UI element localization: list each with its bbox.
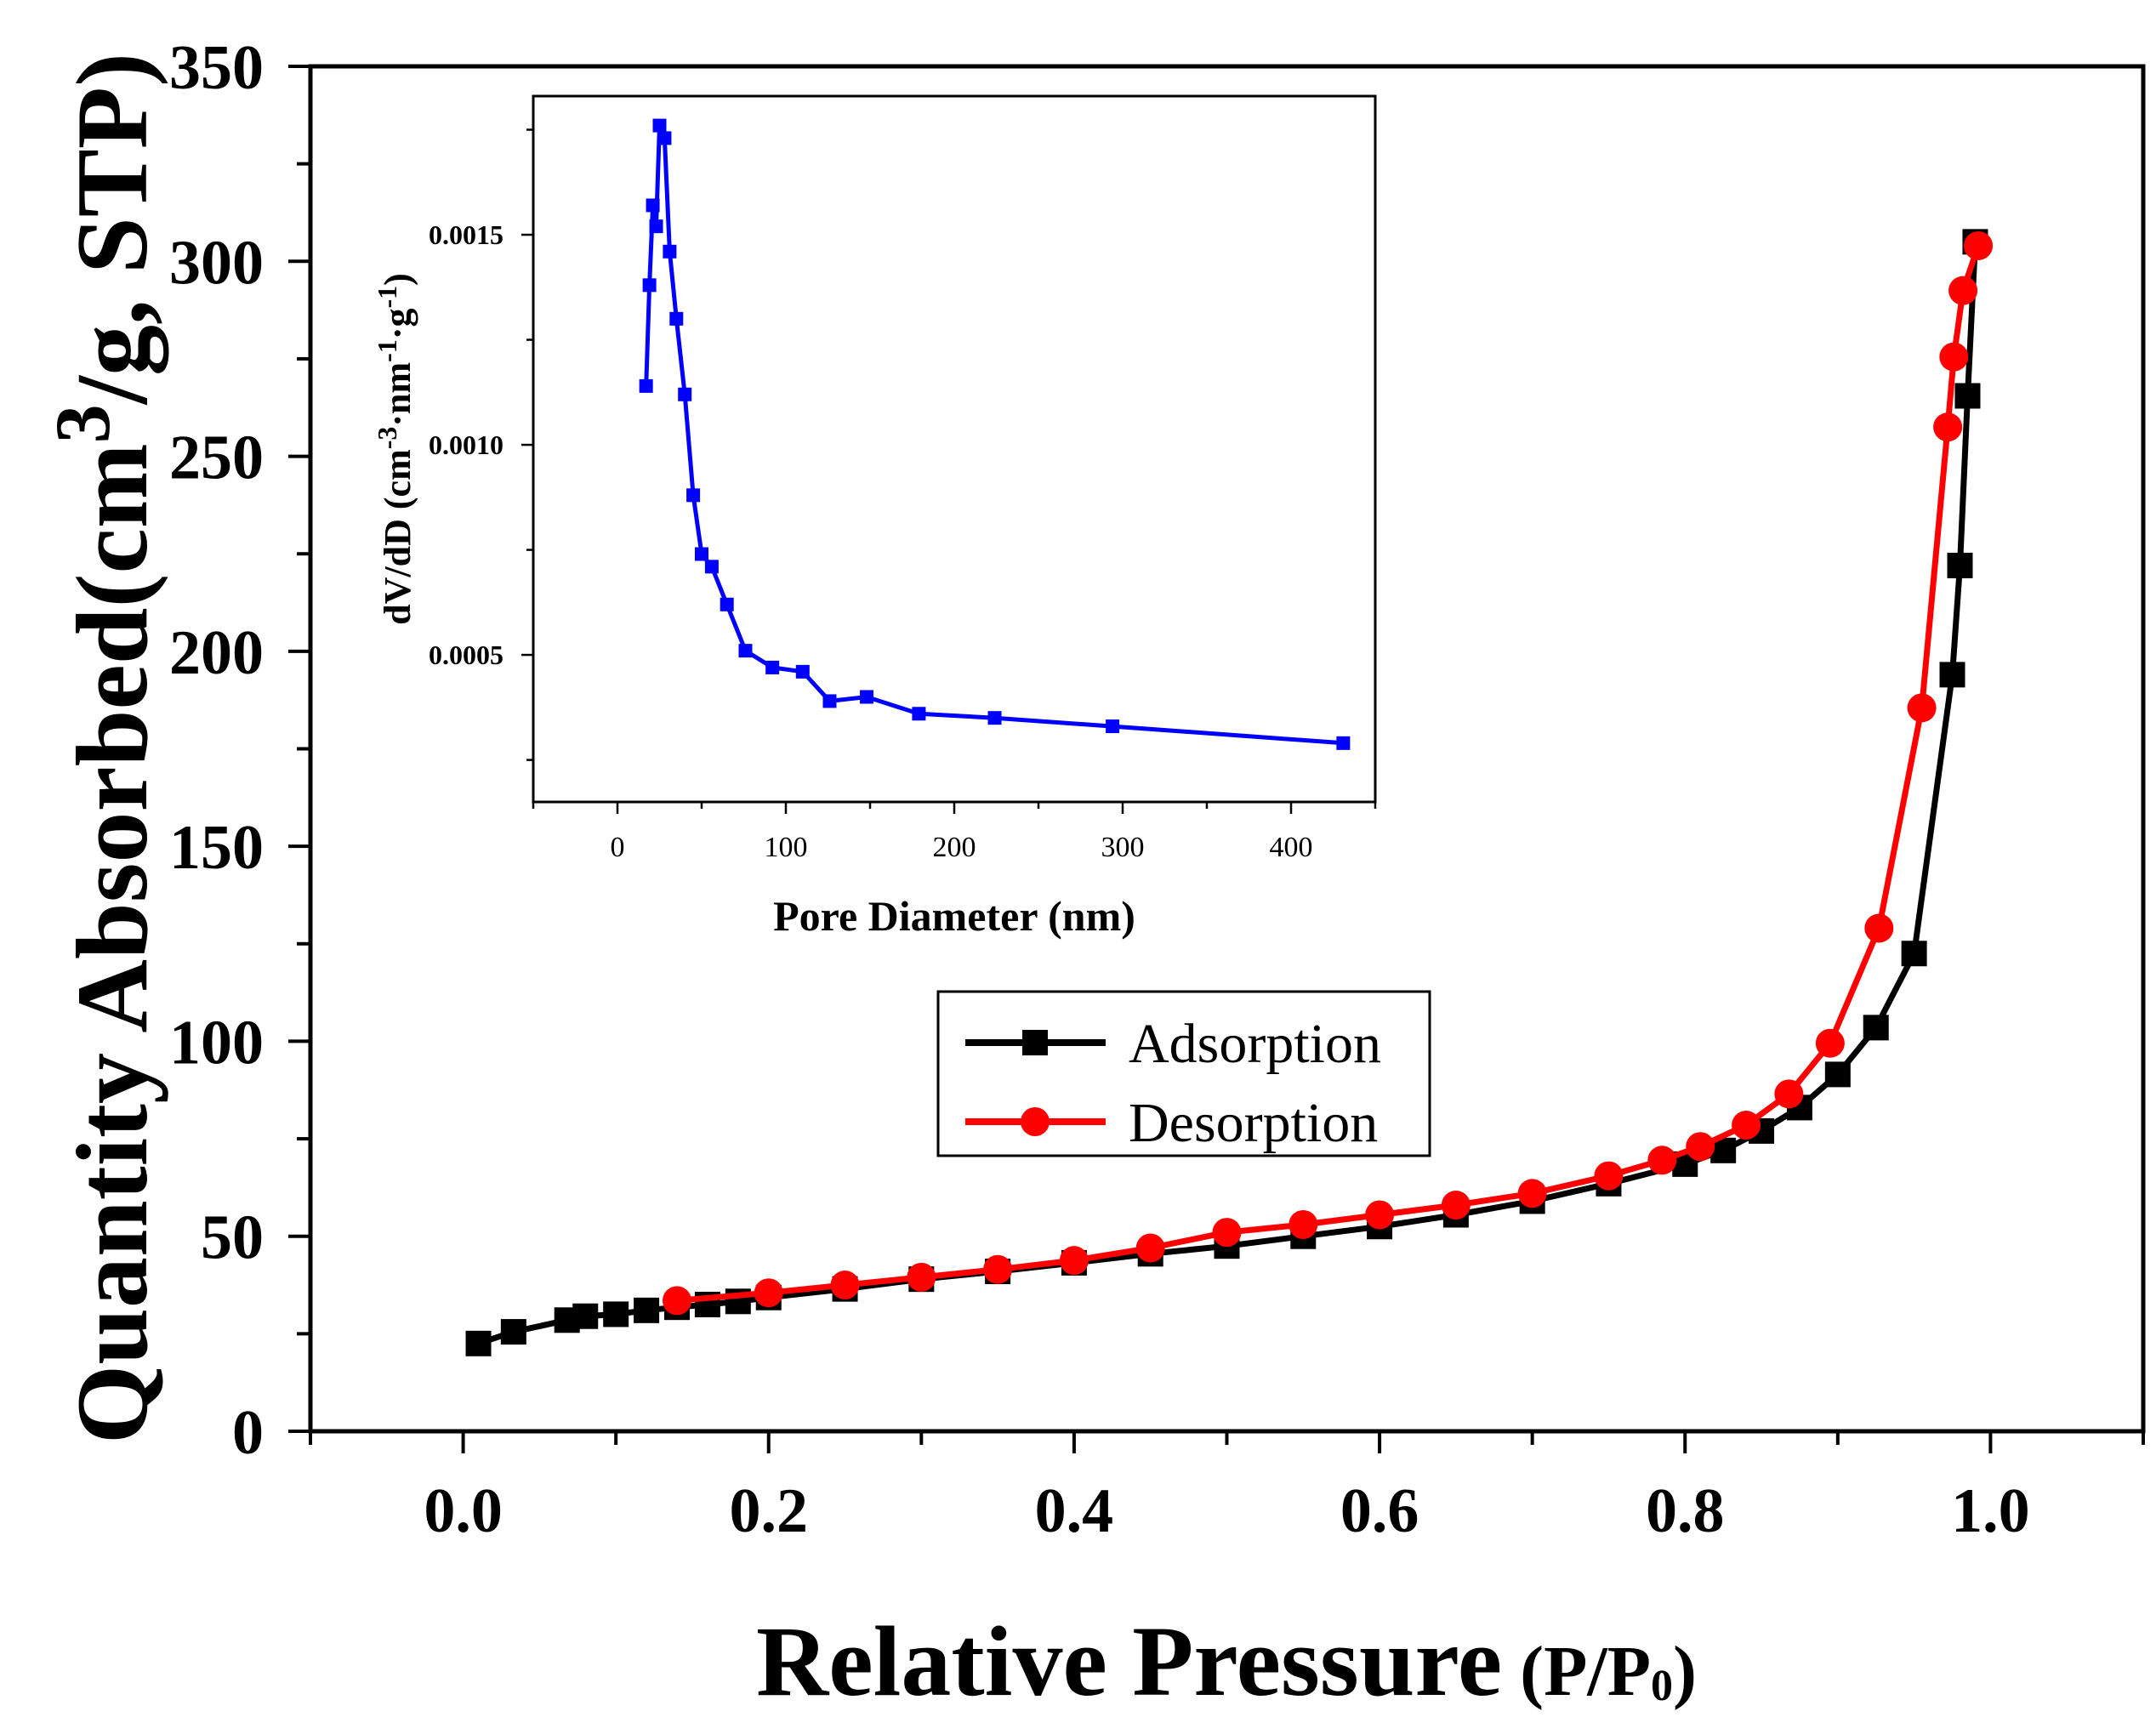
adsorption-point — [1863, 1015, 1889, 1041]
inset-y-ticks: 0.0005 0.0010 0.0015 — [429, 128, 533, 761]
inset-point — [695, 547, 708, 561]
desorption-point — [1212, 1218, 1242, 1248]
legend-desorption-label: Desorption — [1129, 1092, 1378, 1154]
desorption-point — [1933, 412, 1963, 442]
main-y-tick-label: 150 — [169, 813, 264, 883]
main-series — [465, 229, 1994, 1356]
legend-desorption-marker — [1021, 1107, 1050, 1136]
inset-x-axis-title: Pore Diameter (nm) — [773, 892, 1135, 940]
inset-point — [765, 660, 780, 674]
inset-y-axis-title: dV/dD (cm-3·nm-1·g-1) — [372, 273, 418, 625]
main-y-tick-label: 250 — [169, 424, 264, 493]
legend: Adsorption Desorption — [936, 990, 1431, 1157]
desorption-point — [1948, 276, 1978, 305]
main-x-ticks: 0.0 0.2 0.4 0.6 0.8 1.0 — [309, 1431, 2145, 1546]
inset-x-tick-label: 200 — [933, 832, 976, 863]
inset-point — [822, 694, 837, 708]
inset-point — [646, 198, 660, 213]
main-y-tick-label: 300 — [169, 228, 264, 298]
desorption-point — [1907, 693, 1937, 723]
main-y-tick-label: 0 — [232, 1398, 264, 1468]
adsorption-point — [1954, 383, 1981, 409]
inset-y-tick-label: 0.0015 — [429, 219, 503, 250]
desorption-point — [1594, 1161, 1624, 1191]
main-y-axis-title: Quantity Absorbed(cm3/g, STP) — [39, 53, 169, 1444]
inset-point — [795, 664, 810, 679]
inset-point — [686, 488, 701, 503]
desorption-point — [830, 1271, 860, 1300]
desorption-point — [1647, 1146, 1677, 1175]
desorption-point — [1732, 1111, 1761, 1140]
inset-point — [652, 118, 667, 133]
main-x-tick-label: 0.4 — [1035, 1476, 1114, 1546]
inset-x-tick-label: 400 — [1270, 832, 1313, 863]
adsorption-point — [465, 1330, 492, 1356]
inset-x-tick-label: 300 — [1101, 832, 1145, 863]
main-y-tick-label: 200 — [169, 618, 264, 688]
desorption-point — [1288, 1209, 1318, 1239]
legend-adsorption-marker — [1022, 1030, 1048, 1055]
main-x-tick-label: 0.0 — [424, 1476, 503, 1546]
adsorption-point — [500, 1319, 526, 1345]
inset-y-tick-label: 0.0010 — [429, 429, 503, 460]
adsorption-point — [572, 1303, 599, 1329]
adsorption-point — [1901, 941, 1927, 967]
desorption-point — [1365, 1200, 1395, 1230]
inset-point — [720, 597, 734, 611]
desorption-point — [1441, 1191, 1471, 1220]
desorption-point — [1774, 1079, 1804, 1109]
adsorption-point — [1939, 662, 1965, 688]
desorption-point — [1686, 1132, 1715, 1162]
inset-point — [649, 219, 663, 234]
desorption-point — [1964, 230, 1994, 260]
adsorption-point — [1824, 1061, 1851, 1088]
inset-point — [738, 644, 753, 658]
desorption-point — [983, 1254, 1013, 1284]
inset-point — [1106, 719, 1120, 734]
inset-point — [657, 131, 672, 145]
inset-background — [533, 96, 1375, 802]
main-x-tick-label: 0.2 — [730, 1476, 809, 1546]
desorption-point — [754, 1278, 783, 1308]
adsorption-point — [1947, 552, 1973, 578]
main-x-tick-label: 0.8 — [1646, 1476, 1725, 1546]
adsorption-point — [634, 1297, 660, 1323]
main-x-tick-label: 0.6 — [1340, 1476, 1419, 1546]
inset-plot: 0 100 200 300 400 0.0005 0.0010 0.0015 Pore Di… — [372, 94, 1377, 940]
inset-point — [663, 244, 677, 259]
desorption-point — [1517, 1179, 1547, 1208]
inset-y-tick-label: 0.0005 — [429, 640, 503, 670]
inset-point — [860, 690, 874, 704]
inset-point — [642, 278, 657, 293]
inset-point — [912, 707, 926, 721]
inset-point — [678, 387, 692, 401]
inset-point — [639, 378, 653, 393]
legend-box — [936, 990, 1431, 1157]
desorption-point — [1864, 913, 1894, 943]
desorption-point — [1815, 1028, 1845, 1058]
inset-series — [639, 118, 1351, 750]
inset-point — [669, 311, 684, 326]
inset-x-ticks: 0 100 200 300 400 — [532, 802, 1377, 863]
legend-adsorption-label: Adsorption — [1129, 1013, 1381, 1075]
inset-point — [704, 560, 719, 574]
desorption-point — [663, 1286, 691, 1316]
inset-point — [1336, 736, 1351, 750]
inset-x-tick-label: 0 — [611, 832, 625, 863]
main-plot: 0.0 0.2 0.4 0.6 0.8 1.0 0 50 100 150 200 250 300 350… — [39, 33, 2146, 1717]
main-x-tick-label: 1.0 — [1951, 1476, 2030, 1546]
desorption-point — [1135, 1233, 1165, 1263]
main-y-tick-label: 50 — [201, 1203, 264, 1273]
desorption-point — [1939, 342, 1969, 372]
desorption-point — [907, 1262, 936, 1292]
main-y-tick-label: 100 — [169, 1008, 264, 1077]
inset-point — [987, 711, 1002, 725]
main-x-axis-title: Relative Pressure (P/P0) — [756, 1606, 1697, 1717]
main-y-ticks: 0 50 100 150 200 250 300 350 — [169, 33, 310, 1468]
desorption-point — [1059, 1246, 1089, 1276]
main-y-tick-label: 350 — [169, 33, 264, 103]
inset-x-tick-label: 100 — [765, 832, 808, 863]
adsorption-point — [603, 1301, 629, 1328]
